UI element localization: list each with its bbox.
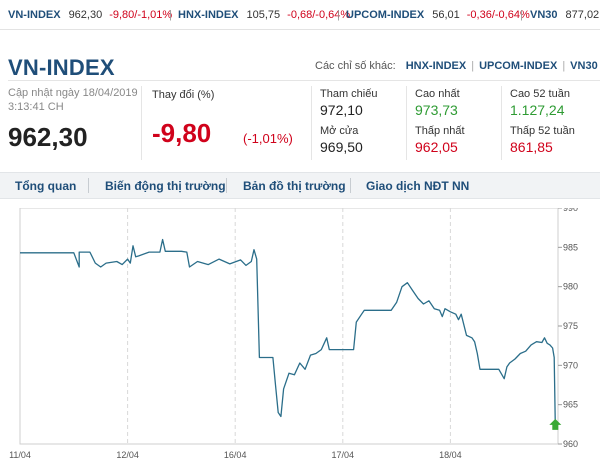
link-vn30[interactable]: VN30 — [570, 60, 598, 72]
x-tick-label: 18/04 — [439, 450, 462, 460]
stat-value: 969,50 — [320, 139, 363, 155]
ticker-item-vnindex[interactable]: VN-INDEX 962,30 -9,80/-1,01% — [8, 0, 173, 29]
link-hnx-index[interactable]: HNX-INDEX — [405, 60, 467, 72]
ticker-separator: | — [169, 9, 172, 21]
link-separator: | — [471, 60, 475, 72]
tab-separator — [226, 178, 227, 193]
link-separator: | — [562, 60, 566, 72]
stat-high: Cao nhất 973,73 — [415, 87, 460, 119]
chart-gridlines — [127, 208, 451, 444]
stat-low-52-weeks: Thấp 52 tuần 861,85 — [510, 124, 575, 156]
stat-value: 962,05 — [415, 139, 458, 155]
ticker-change: -0,36/-0,64% — [466, 9, 530, 21]
change-percent: (-1,01%) — [243, 131, 293, 146]
stat-reference: Tham chiếu 972,10 — [320, 87, 377, 119]
stat-open: Mở cửa 969,50 — [320, 124, 363, 156]
market-ticker-bar: VN-INDEX 962,30 -9,80/-1,01% | HNX-INDEX 10… — [0, 0, 600, 30]
page-title: VN-INDEX — [8, 55, 115, 80]
stat-low: Thấp nhất 962,05 — [415, 124, 465, 156]
y-tick-label: 980 — [563, 282, 578, 292]
index-price: 962,30 — [8, 122, 88, 152]
ticker-change: -9,80/-1,01% — [109, 9, 173, 21]
intraday-line-chart[interactable]: 960 965 970 975 980 985 990 11/04 12/04 16/04 17/… — [0, 208, 600, 462]
y-tick-label: 965 — [563, 400, 578, 410]
series-line — [20, 238, 556, 426]
tab-overview[interactable]: Tổng quan — [15, 179, 77, 193]
column-divider — [141, 86, 142, 160]
plot-area — [19, 208, 559, 445]
stat-label: Thấp 52 tuần — [510, 125, 575, 137]
y-tick-label: 990 — [563, 208, 578, 213]
tab-market-movement[interactable]: Biến động thị trường — [105, 179, 226, 193]
stat-label: Thấp nhất — [415, 125, 465, 137]
header-divider — [8, 80, 600, 81]
updated-date: Cập nhật ngày 18/04/2019 — [8, 87, 138, 99]
ticker-item-vn30[interactable]: VN30 877,02 — [530, 0, 600, 29]
section-tabs: Tổng quan Biến động thị trường Bản đồ th… — [0, 172, 600, 199]
ticker-name: HNX-INDEX — [178, 9, 239, 21]
x-tick-label: 12/04 — [116, 450, 139, 460]
ticker-value: 105,75 — [246, 9, 281, 21]
change-value: -9,80 — [152, 118, 212, 148]
column-divider — [501, 86, 502, 160]
stat-high-52-weeks: Cao 52 tuần 1.127,24 — [510, 87, 570, 119]
tab-separator — [350, 178, 351, 193]
tab-market-map[interactable]: Bản đồ thị trường — [243, 179, 346, 193]
ticker-change: -0,68/-0,64% — [287, 9, 351, 21]
stat-label: Cao 52 tuần — [510, 88, 570, 100]
tab-separator — [88, 178, 89, 193]
series-layer — [20, 238, 562, 430]
ticker-value: 877,02 — [565, 9, 600, 21]
change-label: Thay đổi (%) — [152, 89, 215, 101]
ticker-item-upcomindex[interactable]: UPCOM-INDEX 56,01 -0,36/-0,64% — [346, 0, 530, 29]
ticker-name: UPCOM-INDEX — [346, 9, 425, 21]
stat-label: Mở cửa — [320, 125, 359, 137]
x-tick-label: 16/04 — [224, 450, 247, 460]
updated-time: 3:13:41 CH — [8, 101, 64, 113]
column-divider — [311, 86, 312, 160]
stat-label: Tham chiếu — [320, 88, 378, 100]
other-indices-nav: Các chỉ số khác: HNX-INDEX | UPCOM-INDEX | VN… — [315, 60, 598, 72]
stat-value: 972,10 — [320, 102, 363, 118]
y-axis-ticks: 960 965 970 975 980 985 990 — [558, 208, 578, 449]
y-tick-label: 985 — [563, 242, 578, 252]
y-tick-label: 960 — [563, 439, 578, 449]
stat-value: 973,73 — [415, 102, 458, 118]
x-axis-ticks: 11/04 12/04 16/04 17/04 18/04 — [9, 450, 462, 460]
stat-value: 861,85 — [510, 139, 553, 155]
column-divider — [406, 86, 407, 160]
ticker-separator: | — [337, 9, 340, 21]
ticker-name: VN30 — [530, 9, 558, 21]
ticker-value: 56,01 — [432, 9, 460, 21]
stat-value: 1.127,24 — [510, 102, 565, 118]
ticker-separator: | — [520, 9, 523, 21]
x-tick-label: 17/04 — [332, 450, 355, 460]
stat-label: Cao nhất — [415, 88, 460, 100]
x-tick-label: 11/04 — [9, 450, 31, 460]
ticker-value: 962,30 — [68, 9, 103, 21]
last-price-arrow-icon — [549, 418, 562, 430]
y-tick-label: 970 — [563, 360, 578, 370]
other-indices-label: Các chỉ số khác: — [315, 60, 396, 72]
tab-foreign-trading[interactable]: Giao dịch NĐT NN — [366, 179, 470, 193]
link-upcom-index[interactable]: UPCOM-INDEX — [479, 60, 558, 72]
ticker-item-hnxindex[interactable]: HNX-INDEX 105,75 -0,68/-0,64% — [178, 0, 351, 29]
ticker-name: VN-INDEX — [8, 9, 61, 21]
y-tick-label: 975 — [563, 321, 578, 331]
